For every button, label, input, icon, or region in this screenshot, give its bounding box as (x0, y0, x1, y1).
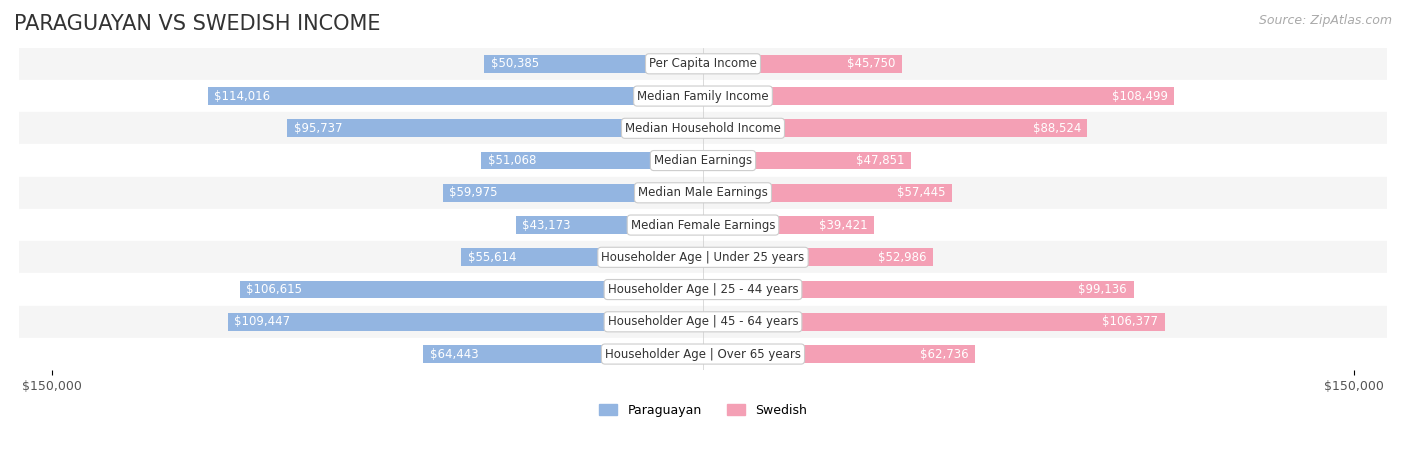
Text: $99,136: $99,136 (1078, 283, 1128, 296)
Bar (20, 306, 1386, 338)
Bar (443, 184, 703, 202)
Text: $39,421: $39,421 (820, 219, 868, 232)
Bar (703, 281, 1133, 298)
Text: Per Capita Income: Per Capita Income (650, 57, 756, 71)
Text: $55,614: $55,614 (468, 251, 516, 264)
Text: Median Female Earnings: Median Female Earnings (631, 219, 775, 232)
Bar (208, 87, 703, 105)
Text: $47,851: $47,851 (856, 154, 904, 167)
Bar (703, 87, 1174, 105)
Bar (703, 345, 976, 363)
Bar (703, 184, 952, 202)
Text: $108,499: $108,499 (1112, 90, 1168, 103)
Bar (481, 152, 703, 170)
Text: $95,737: $95,737 (294, 122, 342, 135)
Bar (228, 313, 703, 331)
Text: Median Male Earnings: Median Male Earnings (638, 186, 768, 199)
Text: Householder Age | 25 - 44 years: Householder Age | 25 - 44 years (607, 283, 799, 296)
Bar (703, 152, 911, 170)
Text: $114,016: $114,016 (214, 90, 270, 103)
Text: Median Household Income: Median Household Income (626, 122, 780, 135)
Bar (461, 248, 703, 266)
Text: $62,736: $62,736 (921, 347, 969, 361)
Text: $51,068: $51,068 (488, 154, 536, 167)
Text: $59,975: $59,975 (449, 186, 498, 199)
Text: $50,385: $50,385 (491, 57, 538, 71)
Text: PARAGUAYAN VS SWEDISH INCOME: PARAGUAYAN VS SWEDISH INCOME (14, 14, 381, 34)
Text: Median Family Income: Median Family Income (637, 90, 769, 103)
Text: Householder Age | Over 65 years: Householder Age | Over 65 years (605, 347, 801, 361)
Text: $57,445: $57,445 (897, 186, 946, 199)
Bar (287, 120, 703, 137)
Text: Median Earnings: Median Earnings (654, 154, 752, 167)
Bar (240, 281, 703, 298)
Bar (703, 313, 1166, 331)
Text: $52,986: $52,986 (879, 251, 927, 264)
Bar (20, 209, 1386, 241)
Text: $64,443: $64,443 (430, 347, 478, 361)
Bar (20, 48, 1386, 80)
Text: Householder Age | Under 25 years: Householder Age | Under 25 years (602, 251, 804, 264)
Text: $109,447: $109,447 (235, 315, 290, 328)
Bar (20, 338, 1386, 370)
Text: $43,173: $43,173 (522, 219, 571, 232)
Text: $106,615: $106,615 (246, 283, 302, 296)
Bar (20, 241, 1386, 274)
Text: $45,750: $45,750 (846, 57, 896, 71)
Bar (423, 345, 703, 363)
Bar (20, 112, 1386, 144)
Bar (703, 55, 901, 73)
Text: Source: ZipAtlas.com: Source: ZipAtlas.com (1258, 14, 1392, 27)
Bar (703, 120, 1087, 137)
Bar (703, 248, 934, 266)
Bar (20, 80, 1386, 112)
Bar (484, 55, 703, 73)
Text: $106,377: $106,377 (1102, 315, 1159, 328)
Text: $88,524: $88,524 (1032, 122, 1081, 135)
Bar (20, 144, 1386, 177)
Bar (20, 177, 1386, 209)
Legend: Paraguayan, Swedish: Paraguayan, Swedish (593, 399, 813, 422)
Bar (516, 216, 703, 234)
Text: Householder Age | 45 - 64 years: Householder Age | 45 - 64 years (607, 315, 799, 328)
Bar (703, 216, 875, 234)
Bar (20, 274, 1386, 306)
